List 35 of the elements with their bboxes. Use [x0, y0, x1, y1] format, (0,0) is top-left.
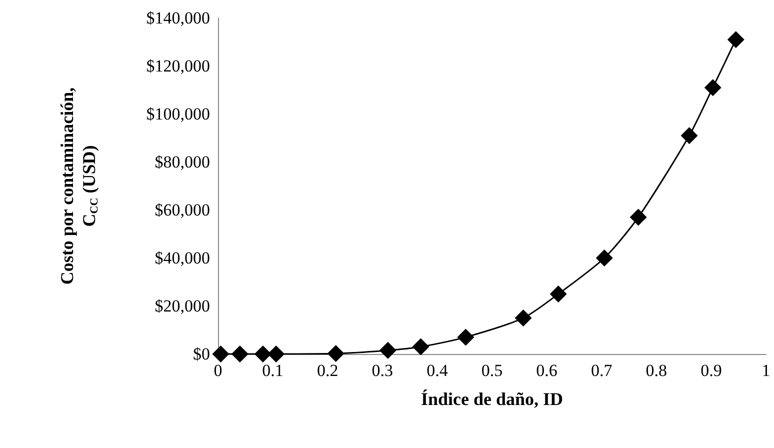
- x-tick-label: 0.7: [590, 361, 613, 380]
- point: [630, 208, 647, 226]
- y-tick-label: $140,000: [146, 8, 210, 28]
- point: [268, 346, 285, 362]
- point: [727, 31, 744, 48]
- x-tick-label: 0.9: [700, 361, 722, 380]
- x-tick-label: 0.8: [646, 361, 668, 380]
- x-tick-label: 0.1: [262, 361, 284, 380]
- point: [379, 342, 396, 359]
- x-tick-label: 0.4: [426, 361, 448, 380]
- x-tick-label: 0: [214, 361, 222, 380]
- y-tick-label: $120,000: [146, 56, 210, 76]
- point: [412, 338, 430, 356]
- x-tick-label: 0.5: [481, 361, 503, 380]
- x-tick-label: 1: [762, 361, 770, 380]
- x-tick-label: 0.6: [536, 361, 558, 380]
- point: [680, 127, 698, 144]
- point: [254, 346, 272, 362]
- x-axis-title: Índice de daño, ID: [420, 389, 564, 409]
- y-tick-label: $0: [193, 344, 210, 364]
- point: [704, 79, 722, 96]
- y-tick-label: $40,000: [154, 248, 210, 268]
- point: [327, 345, 344, 362]
- point: [231, 346, 248, 362]
- y-tick-label: $20,000: [154, 296, 210, 316]
- point: [212, 346, 230, 362]
- x-tick-label: 0.2: [316, 361, 338, 380]
- y-tick-label: $100,000: [146, 104, 210, 124]
- y-tick-label: $60,000: [154, 200, 210, 220]
- point: [457, 328, 474, 346]
- point: [514, 310, 532, 326]
- point: [550, 286, 567, 302]
- y-tick-label: $80,000: [154, 152, 210, 172]
- x-tick-label: 0.3: [372, 361, 394, 380]
- point: [596, 250, 613, 266]
